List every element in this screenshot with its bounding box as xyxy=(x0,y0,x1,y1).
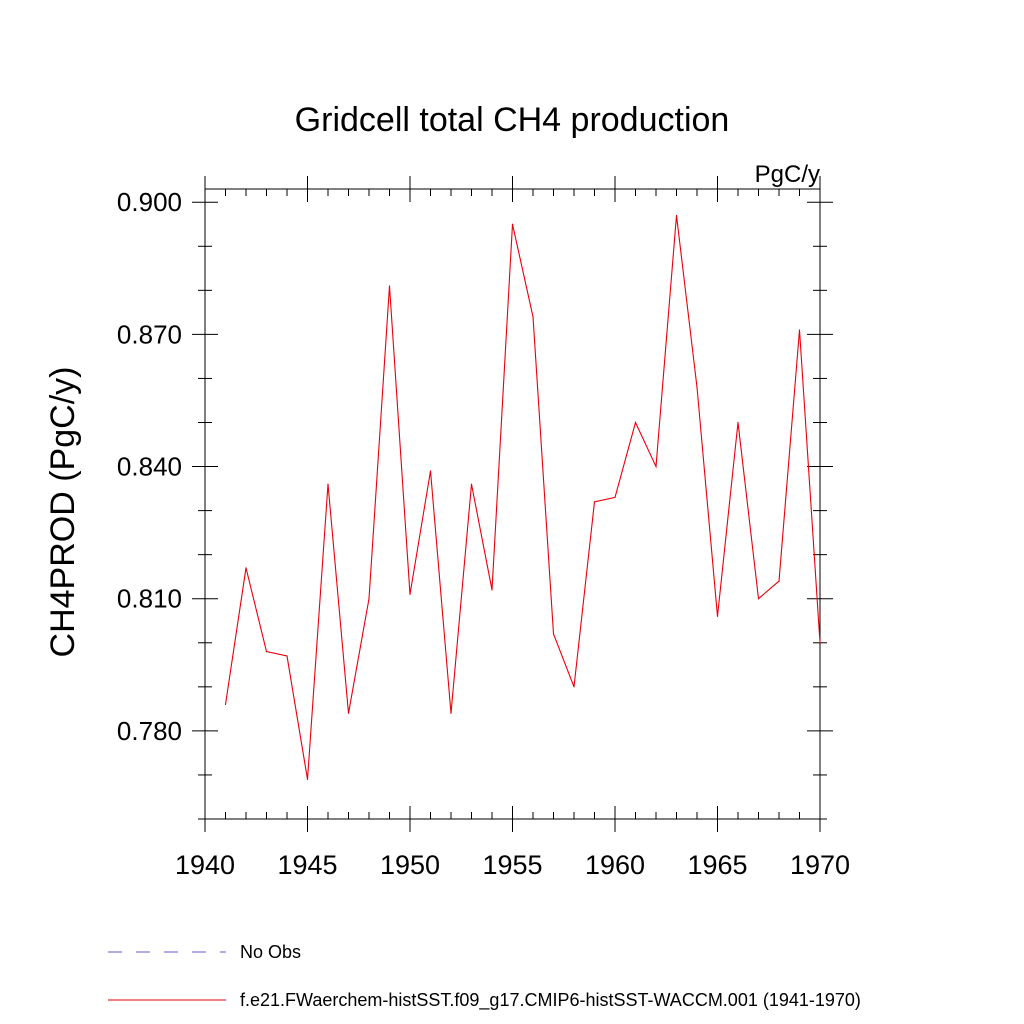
legend-label-1: f.e21.FWaerchem-histSST.f09_g17.CMIP6-hi… xyxy=(240,990,861,1011)
x-tick-label: 1945 xyxy=(277,850,337,880)
data-point xyxy=(347,712,350,714)
data-point xyxy=(470,483,473,485)
plot-frame xyxy=(204,188,821,820)
data-point xyxy=(286,655,288,657)
x-tick-label: 1950 xyxy=(380,850,440,880)
data-point xyxy=(368,598,370,600)
data-point xyxy=(757,598,760,600)
x-tick-label: 1955 xyxy=(482,850,542,880)
y-tick-label: 0.870 xyxy=(117,319,182,349)
x-tick-label: 1965 xyxy=(687,850,747,880)
x-tick-label: 1960 xyxy=(585,850,645,880)
data-point xyxy=(552,633,555,635)
data-point xyxy=(306,778,309,780)
plot-border xyxy=(204,188,821,820)
data-point xyxy=(573,686,575,688)
legend: No Obs f.e21.FWaerchem-histSST.f09_g17.CM… xyxy=(108,942,861,1011)
x-axis-ticks: 1940 1945 1950 1955 1960 1965 1970 xyxy=(175,176,850,880)
y-tick-label: 0.900 xyxy=(117,187,182,217)
data-point xyxy=(798,329,801,331)
series-layer xyxy=(224,214,821,780)
legend-label-0: No Obs xyxy=(240,942,301,962)
data-point xyxy=(778,580,780,582)
y-axis-ticks: 0.780 0.810 0.840 0.870 0.900 xyxy=(117,187,833,820)
y-tick-label: 0.780 xyxy=(117,716,182,746)
x-tick-label: 1940 xyxy=(175,850,235,880)
x-tick-label: 1970 xyxy=(790,850,850,880)
data-point xyxy=(265,650,268,653)
y-axis-label: CH4PROD (PgC/y) xyxy=(44,367,82,658)
data-point xyxy=(593,501,596,503)
data-point xyxy=(491,589,493,591)
data-point xyxy=(327,483,329,485)
units-label: PgC/y xyxy=(755,161,820,188)
data-point xyxy=(532,316,534,318)
data-point xyxy=(737,421,739,424)
data-point xyxy=(450,712,452,714)
data-point xyxy=(409,593,411,595)
chart-title: Gridcell total CH4 production xyxy=(295,101,730,139)
data-point xyxy=(675,214,678,217)
data-point xyxy=(819,642,821,644)
data-point xyxy=(696,386,698,388)
data-point xyxy=(388,285,391,287)
data-point xyxy=(245,567,247,569)
y-tick-label: 0.840 xyxy=(117,452,182,482)
series-line xyxy=(224,215,821,780)
data-point xyxy=(634,421,637,424)
data-point xyxy=(655,465,657,468)
data-point xyxy=(716,615,719,617)
y-tick-label: 0.810 xyxy=(117,584,182,614)
data-point xyxy=(511,223,514,225)
data-point xyxy=(429,470,432,472)
data-point xyxy=(614,496,616,498)
data-point xyxy=(224,703,227,706)
